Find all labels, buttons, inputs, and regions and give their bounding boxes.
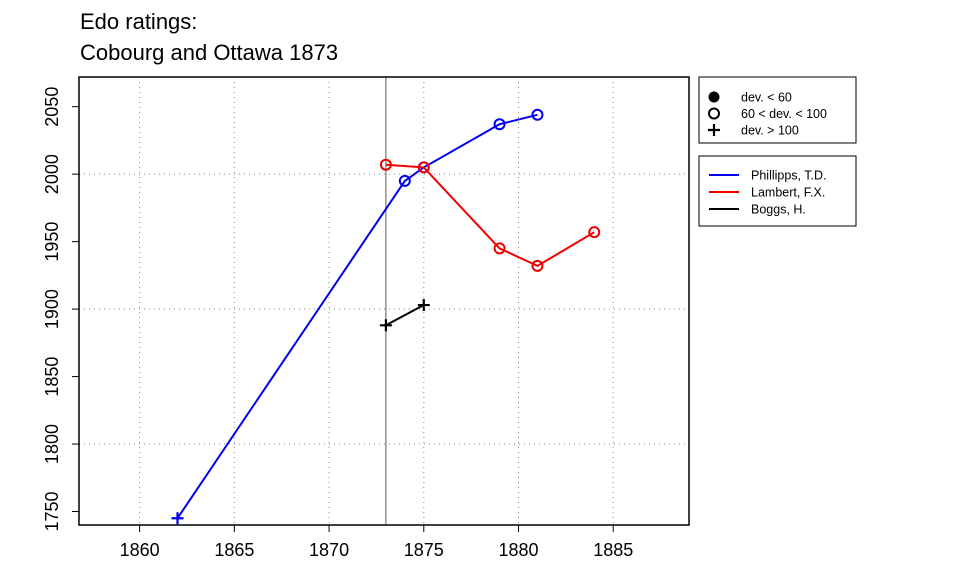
data-point — [417, 299, 430, 312]
series-line — [385, 304, 425, 327]
legend-marker-open-circle — [708, 107, 720, 120]
series-0 — [171, 108, 544, 525]
data-point — [531, 108, 544, 121]
x-tick-label: 1885 — [593, 540, 633, 560]
x-tick-label: 1875 — [404, 540, 444, 560]
data-point — [171, 512, 184, 525]
chart-title-line-2: Cobourg and Ottawa 1873 — [80, 40, 339, 65]
y-tick-label: 1850 — [42, 357, 62, 397]
data-point — [379, 158, 392, 171]
y-tick-label: 2000 — [42, 154, 62, 194]
y-tick-label: 2050 — [42, 87, 62, 127]
legend-marker-label: 60 < dev. < 100 — [741, 107, 827, 121]
legend-series-label: Boggs, H. — [751, 203, 806, 217]
legend-markers-box — [698, 76, 857, 144]
legend-series-label: Lambert, F.X. — [751, 186, 825, 200]
data-point — [493, 118, 506, 131]
series-line — [176, 113, 538, 519]
legend-marker-label: dev. < 60 — [741, 91, 792, 105]
legend-marker-label: dev. > 100 — [741, 124, 799, 138]
legend-marker-filled-circle — [708, 91, 720, 103]
plot-frame — [78, 76, 690, 526]
y-tick-label: 1950 — [42, 222, 62, 262]
data-point — [531, 259, 544, 272]
series-2 — [379, 299, 430, 332]
data-point — [398, 174, 411, 187]
chart-title-line-1: Edo ratings: — [80, 9, 198, 34]
x-tick-label: 1865 — [214, 540, 254, 560]
data-point — [588, 226, 601, 239]
y-tick-label: 1800 — [42, 424, 62, 464]
data-point — [379, 319, 392, 332]
data-point — [493, 242, 506, 255]
legend-marker-plus — [708, 124, 720, 136]
y-tick-label: 1750 — [42, 491, 62, 531]
x-tick-label: 1880 — [498, 540, 538, 560]
x-tick-label: 1860 — [120, 540, 160, 560]
data-point — [417, 161, 430, 174]
series-line — [385, 163, 595, 268]
series-1 — [379, 158, 601, 272]
x-tick-label: 1870 — [309, 540, 349, 560]
y-tick-label: 1900 — [42, 289, 62, 329]
legend-series-label: Phillipps, T.D. — [751, 169, 827, 183]
